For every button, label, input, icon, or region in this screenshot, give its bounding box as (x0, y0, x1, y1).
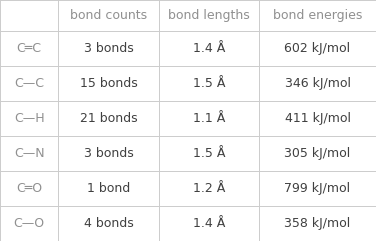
Text: 305 kJ/mol: 305 kJ/mol (284, 147, 351, 160)
Text: C—N: C—N (14, 147, 45, 160)
Text: 1.5 Å: 1.5 Å (193, 77, 225, 90)
Text: 3 bonds: 3 bonds (84, 42, 133, 55)
Text: 1.2 Å: 1.2 Å (193, 182, 225, 195)
Text: C═C: C═C (17, 42, 42, 55)
Text: 1 bond: 1 bond (87, 182, 130, 195)
Text: 346 kJ/mol: 346 kJ/mol (285, 77, 350, 90)
Text: bond lengths: bond lengths (168, 9, 250, 22)
Text: 1.1 Å: 1.1 Å (193, 112, 225, 125)
Text: 3 bonds: 3 bonds (84, 147, 133, 160)
Text: C—O: C—O (14, 217, 45, 230)
Text: 1.4 Å: 1.4 Å (193, 42, 225, 55)
Text: 411 kJ/mol: 411 kJ/mol (285, 112, 350, 125)
Text: 4 bonds: 4 bonds (84, 217, 133, 230)
Text: 15 bonds: 15 bonds (80, 77, 138, 90)
Text: 602 kJ/mol: 602 kJ/mol (285, 42, 350, 55)
Text: 21 bonds: 21 bonds (80, 112, 138, 125)
Text: bond energies: bond energies (273, 9, 362, 22)
Text: 799 kJ/mol: 799 kJ/mol (285, 182, 350, 195)
Text: 1.5 Å: 1.5 Å (193, 147, 225, 160)
Text: C—H: C—H (14, 112, 45, 125)
Text: 1.4 Å: 1.4 Å (193, 217, 225, 230)
Text: C═O: C═O (16, 182, 42, 195)
Text: bond counts: bond counts (70, 9, 147, 22)
Text: 358 kJ/mol: 358 kJ/mol (284, 217, 351, 230)
Text: C—C: C—C (14, 77, 44, 90)
